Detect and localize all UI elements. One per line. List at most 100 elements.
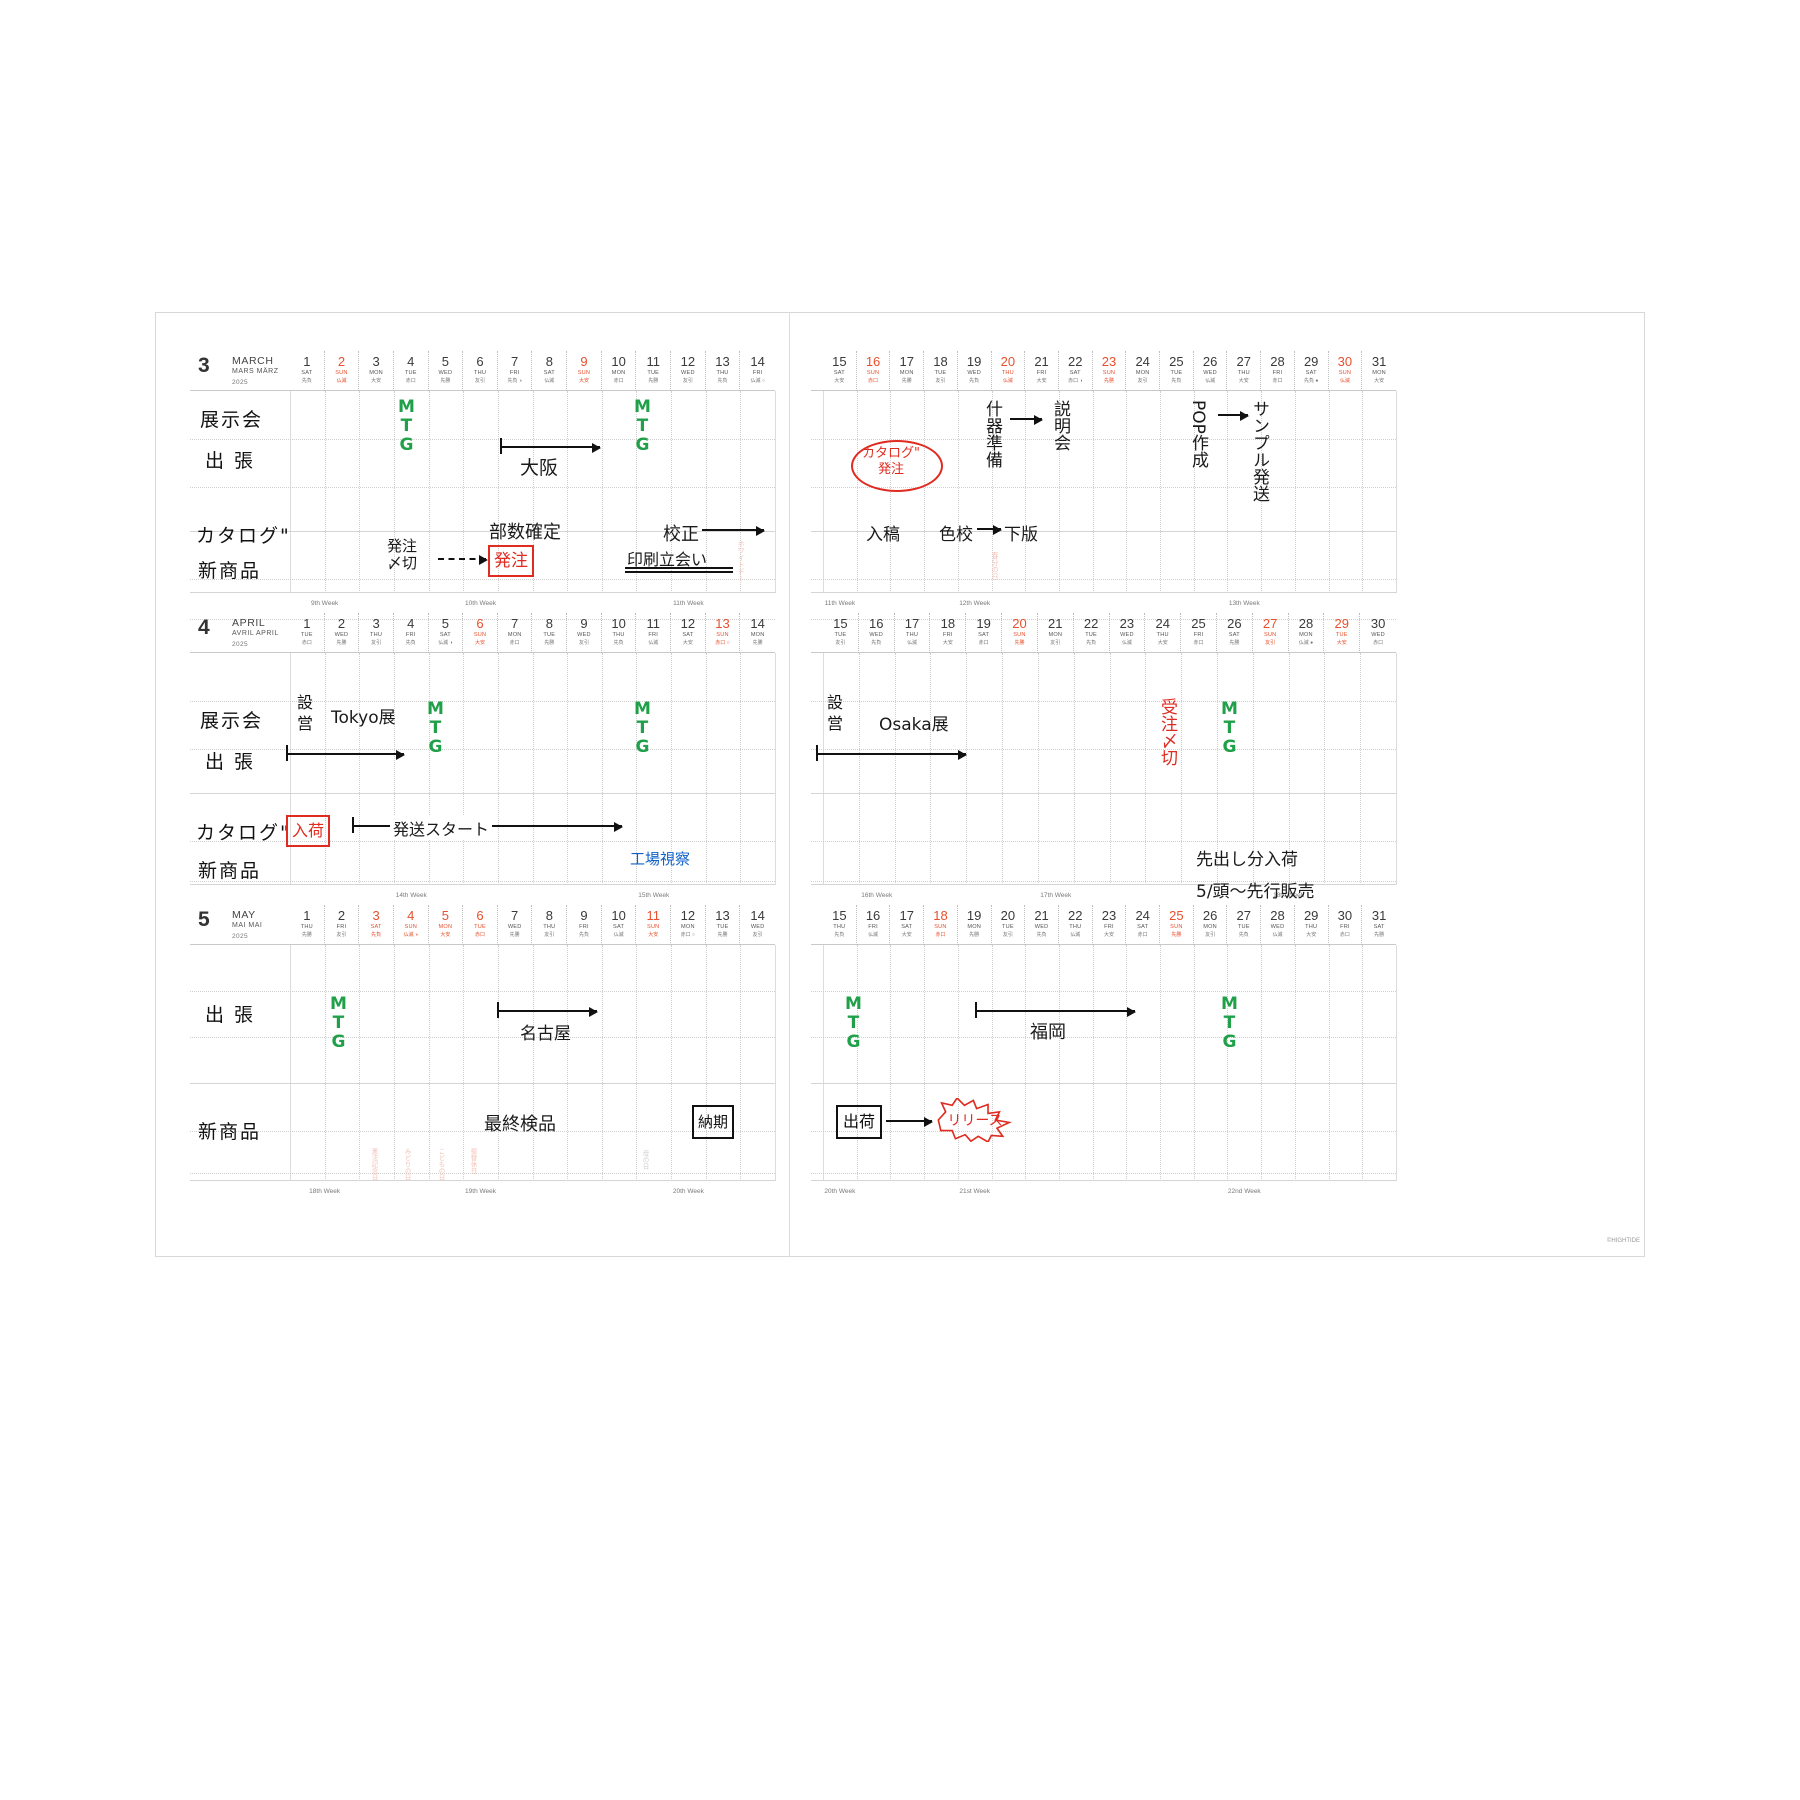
day-header-cell[interactable]: 29 SAT 先負 ●: [1295, 351, 1329, 391]
day-header-cell[interactable]: 14 FRI 仏滅 ○: [740, 351, 775, 391]
day-header-cell[interactable]: 19 SAT 赤口: [966, 613, 1003, 653]
day-header-cell[interactable]: 20 THU 仏滅: [992, 351, 1026, 391]
day-header-cell[interactable]: 23 WED 仏滅: [1110, 613, 1146, 653]
day-header-cell[interactable]: 2 WED 先勝: [325, 613, 360, 653]
day-header-cell[interactable]: 17 SAT 大安: [890, 905, 925, 945]
day-header-cell[interactable]: 24 THU 大安: [1145, 613, 1182, 653]
day-header-cell[interactable]: 21 FRI 大安: [1025, 351, 1059, 391]
day-header-cell[interactable]: 1 SAT 先負: [290, 351, 325, 391]
day-header-cell[interactable]: 23 FRI 大安: [1093, 905, 1127, 945]
day-header-cell[interactable]: 2 SUN 仏滅: [325, 351, 360, 391]
day-header-cell[interactable]: 23 SUN 先勝: [1093, 351, 1127, 391]
day-header-cell[interactable]: 6 SUN 大安: [463, 613, 498, 653]
day-header-cell[interactable]: 10 SAT 仏滅: [602, 905, 637, 945]
day-header-cell[interactable]: 7 WED 先勝: [498, 905, 533, 945]
day-header-cell[interactable]: 31 SAT 先勝: [1362, 905, 1396, 945]
grid-column-line: [991, 391, 993, 593]
day-header-cell[interactable]: 25 TUE 先負: [1160, 351, 1194, 391]
day-header-cell[interactable]: 18 FRI 大安: [930, 613, 967, 653]
day-header-cell[interactable]: 11 FRI 仏滅: [636, 613, 672, 653]
day-rokuyo: 大安: [475, 640, 486, 646]
grid-column-line: [1227, 945, 1229, 1181]
day-header-cell[interactable]: 12 MON 赤口 ○: [671, 905, 706, 945]
day-header-cell[interactable]: 22 THU 仏滅: [1059, 905, 1093, 945]
day-header-cell[interactable]: 7 MON 赤口: [498, 613, 533, 653]
day-header-cell[interactable]: 20 TUE 友引: [992, 905, 1026, 945]
day-header-cell[interactable]: 9 FRI 先負: [567, 905, 602, 945]
day-header-cell[interactable]: 3 MON 大安: [359, 351, 394, 391]
day-header-cell[interactable]: 21 MON 友引: [1038, 613, 1074, 653]
day-header-cell[interactable]: 12 WED 友引: [671, 351, 706, 391]
day-header-cell[interactable]: 15 SAT 大安: [823, 351, 857, 391]
day-header-cell[interactable]: 24 SAT 赤口: [1126, 905, 1161, 945]
day-header-cell[interactable]: 11 TUE 先勝: [636, 351, 672, 391]
day-header-cell[interactable]: 19 WED 先負: [958, 351, 992, 391]
day-header-cell[interactable]: 3 THU 友引: [359, 613, 394, 653]
day-header-cell[interactable]: 30 FRI 赤口: [1329, 905, 1363, 945]
day-number: 31: [1371, 354, 1387, 369]
day-header-cell[interactable]: 24 MON 友引: [1126, 351, 1161, 391]
day-header-cell[interactable]: 14 WED 友引: [740, 905, 775, 945]
week-label: 9th Week: [310, 600, 339, 607]
day-header-cell[interactable]: 29 TUE 大安: [1324, 613, 1361, 653]
day-header-cell[interactable]: 26 MON 友引: [1194, 905, 1228, 945]
day-header-cell[interactable]: 5 SAT 仏滅 ◑: [429, 613, 464, 653]
day-header-cell[interactable]: 1 THU 先勝: [290, 905, 325, 945]
day-header-cell[interactable]: 9 WED 友引: [567, 613, 602, 653]
day-header-cell[interactable]: 22 TUE 先負: [1074, 613, 1110, 653]
day-header-cell[interactable]: 31 MON 大安: [1362, 351, 1396, 391]
day-header-cell[interactable]: 5 WED 先勝: [429, 351, 464, 391]
day-header-cell[interactable]: 7 FRI 先負 ◑: [498, 351, 533, 391]
day-header-cell[interactable]: 13 TUE 先勝: [706, 905, 741, 945]
day-header-cell[interactable]: 16 FRI 仏滅: [857, 905, 891, 945]
day-header-cell[interactable]: 15 THU 先負: [823, 905, 857, 945]
day-header-cell[interactable]: 8 TUE 先勝: [532, 613, 568, 653]
day-header-cell[interactable]: 16 WED 先負: [859, 613, 895, 653]
day-header-cell[interactable]: 17 MON 先勝: [890, 351, 925, 391]
day-header-cell[interactable]: 8 THU 友引: [532, 905, 568, 945]
day-header-cell[interactable]: 11 SUN 大安: [636, 905, 672, 945]
day-header-cell[interactable]: 22 SAT 赤口 ◑: [1059, 351, 1093, 391]
day-header-cell[interactable]: 4 FRI 先負: [394, 613, 429, 653]
holiday-label: 憲法記念日: [370, 1148, 378, 1181]
day-header-cell[interactable]: 4 TUE 赤口: [394, 351, 429, 391]
day-header-cell[interactable]: 18 TUE 友引: [924, 351, 958, 391]
day-header-cell[interactable]: 25 SUN 先勝: [1160, 905, 1194, 945]
day-header-cell[interactable]: 30 SUN 仏滅: [1329, 351, 1363, 391]
day-header-cell[interactable]: 5 MON 大安: [429, 905, 464, 945]
day-header-cell[interactable]: 6 THU 友引: [463, 351, 498, 391]
day-header-cell[interactable]: 14 MON 先勝: [740, 613, 775, 653]
day-header-cell[interactable]: 20 SUN 先勝: [1002, 613, 1038, 653]
day-header-cell[interactable]: 15 TUE 友引: [823, 613, 859, 653]
day-header-cell[interactable]: 13 THU 先負: [706, 351, 741, 391]
day-header-cell[interactable]: 26 SAT 先勝: [1217, 613, 1253, 653]
day-header-cell[interactable]: 8 SAT 仏滅: [532, 351, 568, 391]
day-header-cell[interactable]: 19 MON 先勝: [958, 905, 992, 945]
day-header-cell[interactable]: 10 THU 先負: [602, 613, 637, 653]
day-rokuyo: 仏滅: [1339, 378, 1350, 384]
day-header-cell[interactable]: 28 MON 仏滅 ●: [1289, 613, 1325, 653]
day-header-cell[interactable]: 29 THU 大安: [1295, 905, 1329, 945]
day-header-cell[interactable]: 26 WED 仏滅: [1194, 351, 1228, 391]
day-header-cell[interactable]: 21 WED 先負: [1025, 905, 1059, 945]
day-header-cell[interactable]: 9 SUN 大安: [567, 351, 602, 391]
day-header-cell[interactable]: 27 SUN 友引: [1253, 613, 1289, 653]
day-header-cell[interactable]: 25 FRI 赤口: [1181, 613, 1217, 653]
day-header-cell[interactable]: 30 WED 赤口: [1360, 613, 1396, 653]
day-header-cell[interactable]: 16 SUN 赤口: [857, 351, 891, 391]
day-header-cell[interactable]: 28 FRI 赤口: [1261, 351, 1295, 391]
day-header-cell[interactable]: 1 TUE 赤口: [290, 613, 325, 653]
day-header-cell[interactable]: 3 SAT 先負: [359, 905, 394, 945]
day-header-cell[interactable]: 10 MON 赤口: [602, 351, 637, 391]
day-header-cell[interactable]: 12 SAT 大安: [671, 613, 706, 653]
day-header-cell[interactable]: 2 FRI 友引: [325, 905, 360, 945]
day-header-cell[interactable]: 17 THU 仏滅: [895, 613, 931, 653]
day-rokuyo: 大安: [578, 378, 589, 384]
day-header-cell[interactable]: 4 SUN 仏滅 ◑: [394, 905, 429, 945]
day-header-cell[interactable]: 18 SUN 赤口: [924, 905, 958, 945]
day-header-cell[interactable]: 28 WED 仏滅: [1261, 905, 1295, 945]
day-header-cell[interactable]: 27 THU 大安: [1227, 351, 1262, 391]
day-header-cell[interactable]: 6 TUE 赤口: [463, 905, 498, 945]
day-header-cell[interactable]: 27 TUE 先負: [1227, 905, 1262, 945]
day-header-cell[interactable]: 13 SUN 赤口 ○: [706, 613, 741, 653]
